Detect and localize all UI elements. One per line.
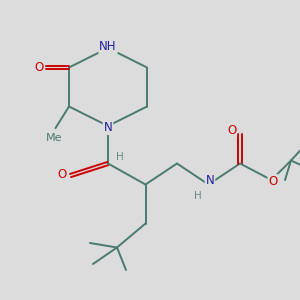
Text: H: H — [194, 191, 202, 201]
Text: O: O — [227, 124, 236, 137]
Text: NH: NH — [99, 40, 117, 53]
Text: O: O — [58, 167, 67, 181]
Text: O: O — [34, 61, 43, 74]
Text: N: N — [103, 121, 112, 134]
Text: N: N — [206, 174, 214, 188]
Text: H: H — [116, 152, 123, 163]
Text: O: O — [268, 175, 278, 188]
Text: Me: Me — [46, 133, 62, 143]
